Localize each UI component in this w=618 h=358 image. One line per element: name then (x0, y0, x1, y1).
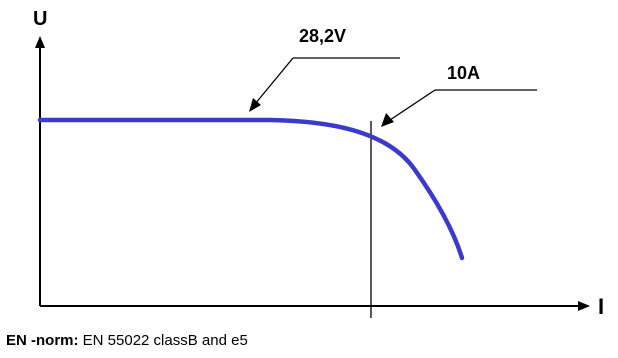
norm-text: EN 55022 classB and e5 (82, 332, 248, 349)
voltage-callout-arrowhead (249, 98, 261, 112)
norm-footnote: EN -norm: EN 55022 classB and e5 (6, 332, 248, 349)
characteristic-curve (37, 117, 465, 261)
x-axis-label: I (598, 294, 604, 319)
y-axis-arrowhead (35, 36, 45, 48)
norm-label: EN -norm: (6, 332, 79, 349)
current-callout-leader (389, 89, 436, 121)
x-axis-arrowhead (578, 301, 590, 311)
voltage-label: 28,2V (299, 26, 346, 46)
y-axis-label: U (33, 8, 47, 30)
current-label: 10A (447, 63, 480, 83)
voltage-callout-leader (254, 57, 294, 105)
current-callout-arrowhead (381, 113, 394, 127)
